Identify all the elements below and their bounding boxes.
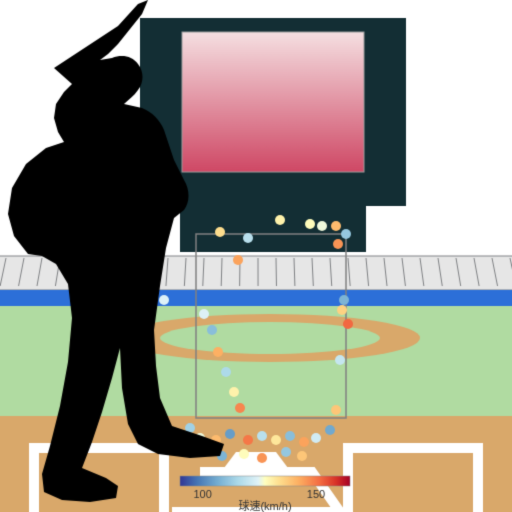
pitch-location-chart — [0, 0, 512, 512]
